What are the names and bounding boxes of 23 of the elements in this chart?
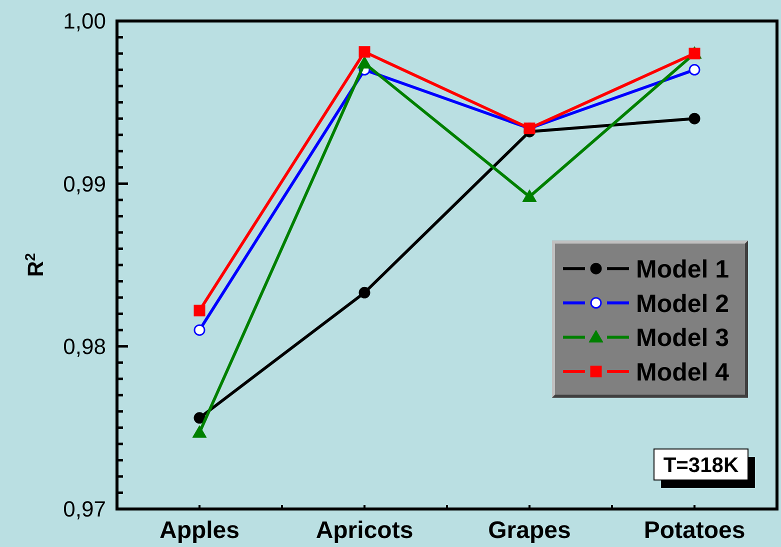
y-tick-label: 0,97 xyxy=(63,496,106,522)
point xyxy=(358,286,370,298)
legend-label: Model 4 xyxy=(636,358,730,386)
point xyxy=(688,112,700,124)
point xyxy=(192,425,207,438)
x-tick-label: Grapes xyxy=(488,517,571,544)
x-tick-label: Apples xyxy=(159,517,240,544)
point xyxy=(688,64,700,76)
legend-label: Model 1 xyxy=(636,256,730,284)
point xyxy=(357,56,372,69)
point xyxy=(194,412,206,424)
point xyxy=(358,46,370,58)
legend-label: Model 2 xyxy=(636,290,730,318)
x-tick-label: Apricots xyxy=(316,517,414,544)
point xyxy=(194,324,206,336)
point xyxy=(522,189,537,202)
annotation: T=318K xyxy=(663,454,739,478)
y-tick-label: 0,98 xyxy=(63,334,106,360)
x-tick-label: Potatoes xyxy=(644,517,746,544)
y-tick-label: 0,99 xyxy=(63,171,106,196)
point xyxy=(194,304,206,316)
y-tick-label: 1,00 xyxy=(63,8,106,34)
legend-label: Model 3 xyxy=(636,324,730,352)
